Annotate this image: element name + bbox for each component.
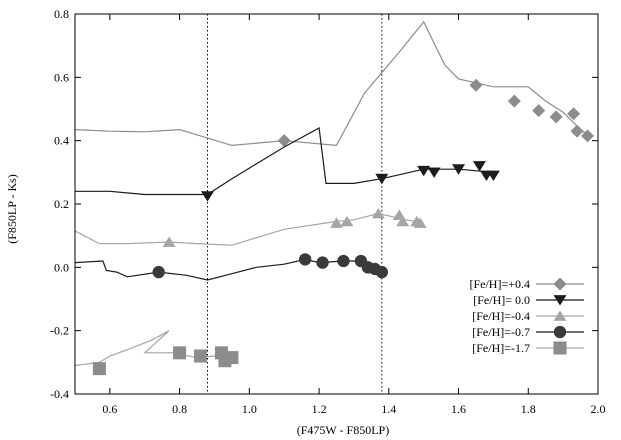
plot-marks <box>75 14 595 394</box>
legend-marker <box>553 277 567 291</box>
y-tick-label: -0.2 <box>50 324 69 338</box>
data-point <box>532 104 546 118</box>
legend: [Fe/H]=+0.4 [Fe/H]= 0.0 [Fe/H]=-0.4 [Fe/H]=… <box>469 277 584 355</box>
data-point <box>427 167 441 178</box>
data-point <box>570 124 584 138</box>
x-tick-label: 0.6 <box>102 402 117 416</box>
data-point <box>200 191 214 202</box>
data-point <box>277 134 291 148</box>
series-line <box>75 20 592 147</box>
data-point <box>330 217 343 228</box>
legend-marker <box>553 295 567 306</box>
data-point <box>173 346 187 360</box>
data-point <box>316 256 329 269</box>
y-tick-label: 0.8 <box>54 7 69 21</box>
axis-ticks: 0.6 0.8 1.0 1.2 1.4 1.6 1.8 2.0 -0.4 -0.2 0.0 0.2 0.… <box>50 7 606 416</box>
y-tick-label: 0.6 <box>54 70 69 84</box>
legend-marker <box>553 310 567 321</box>
data-point <box>396 215 410 227</box>
data-point <box>194 349 208 363</box>
data-point <box>337 254 350 268</box>
data-point <box>452 164 466 175</box>
x-tick-label: 1.8 <box>521 402 536 416</box>
x-tick-label: 1.0 <box>242 402 257 416</box>
data-point <box>340 215 354 227</box>
series-line <box>75 212 424 246</box>
data-point <box>375 173 389 185</box>
data-point <box>486 170 500 182</box>
data-point <box>472 161 486 172</box>
y-tick-label: 0.2 <box>54 197 69 211</box>
data-point <box>417 165 431 177</box>
data-point <box>92 362 106 376</box>
data-point <box>225 351 239 365</box>
legend-marker <box>553 325 567 339</box>
series-line <box>75 127 494 196</box>
x-axis-label: (F475W - F850LP) <box>297 423 389 437</box>
y-tick-label: -0.4 <box>50 387 69 401</box>
legend-label: [Fe/H]=-1.7 <box>472 341 530 355</box>
legend-marker <box>553 341 567 355</box>
series-line <box>75 330 232 367</box>
data-point <box>507 94 521 108</box>
data-point <box>413 217 427 228</box>
y-tick-label: 0.4 <box>54 134 69 148</box>
series-group <box>75 20 595 376</box>
series-line <box>75 258 383 281</box>
data-point <box>298 253 312 266</box>
data-point <box>371 207 385 219</box>
legend-label: [Fe/H]=-0.7 <box>472 325 530 339</box>
legend-label: [Fe/H]=+0.4 <box>469 277 530 291</box>
data-point <box>567 107 581 121</box>
y-axis-label: (F850LP - Ks) <box>5 174 19 244</box>
x-tick-label: 1.4 <box>381 402 396 416</box>
data-point <box>152 265 165 279</box>
x-tick-label: 2.0 <box>591 402 606 416</box>
data-point <box>549 110 563 124</box>
x-tick-label: 0.8 <box>172 402 187 416</box>
y-tick-label: 0.0 <box>54 260 69 274</box>
legend-label: [Fe/H]= 0.0 <box>473 293 530 307</box>
data-point <box>469 78 483 92</box>
x-tick-label: 1.6 <box>451 402 466 416</box>
data-point <box>581 129 595 143</box>
legend-label: [Fe/H]=-0.4 <box>472 309 530 323</box>
x-tick-label: 1.2 <box>312 402 327 416</box>
data-point <box>162 236 176 247</box>
data-point <box>375 265 389 279</box>
